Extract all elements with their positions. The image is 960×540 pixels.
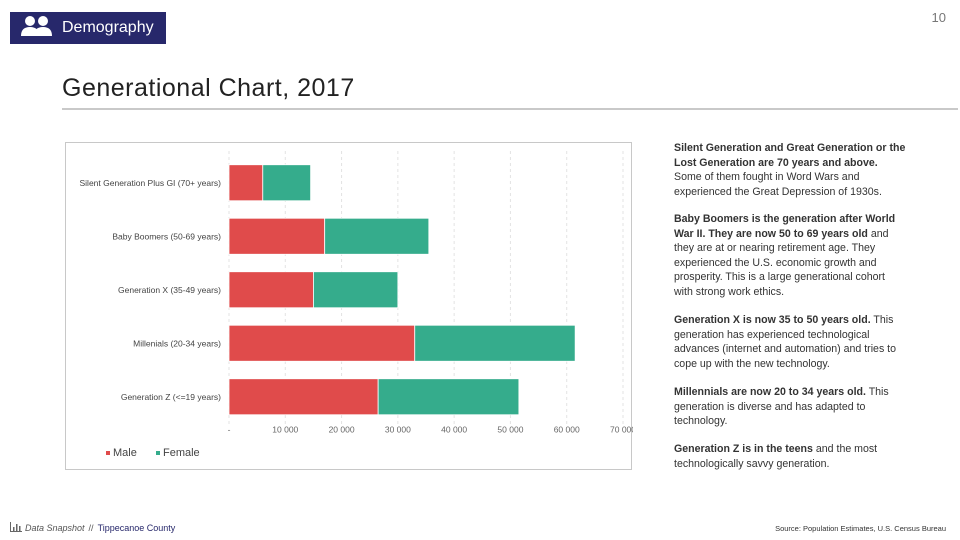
description-text: and the most technologically savvy gener… <box>674 443 878 470</box>
description-text: This generation is diverse and has adapt… <box>674 386 889 427</box>
description-text: and they are at or nearing retirement ag… <box>674 227 889 298</box>
x-tick-label: 30 000 <box>385 425 411 435</box>
bar-male <box>228 271 314 309</box>
category-label: Baby Boomers (50-69 years) <box>112 231 221 241</box>
title-divider <box>62 108 958 110</box>
category-label: Generation Z (<=19 years) <box>121 392 221 402</box>
footer-separator: // <box>88 523 94 533</box>
description-generation-x: Generation X is now 35 to 50 years old. … <box>674 313 906 371</box>
category-label: Millenials (20-34 years) <box>133 338 221 348</box>
description-bold: Millennials are now 20 to 34 years old. <box>674 386 866 398</box>
category-label: Generation X (35-49 years) <box>118 285 221 295</box>
footer-brand-name: Data Snapshot <box>25 523 85 533</box>
x-tick-label: - <box>228 425 231 435</box>
description-text: Some of them fought in Word Wars and exp… <box>674 171 882 198</box>
x-tick-label: 40 000 <box>441 425 467 435</box>
legend-swatch-male <box>106 451 110 455</box>
bar-male <box>228 164 264 202</box>
section-label: Demography <box>62 19 154 36</box>
description-generation-z: Generation Z is in the teens and the mos… <box>674 442 906 471</box>
x-tick-label: 50 000 <box>497 425 523 435</box>
bar-female <box>377 378 520 416</box>
x-tick-label: 60 000 <box>554 425 580 435</box>
legend-swatch-female <box>156 451 160 455</box>
description-text: This generation has experienced technolo… <box>674 314 897 370</box>
bar-female <box>414 324 576 362</box>
bar-male <box>228 324 416 362</box>
category-label: Silent Generation Plus GI (70+ years) <box>80 178 222 188</box>
description-bold: Generation X is now 35 to 50 years old. <box>674 314 871 326</box>
x-tick-label: 70 000 <box>610 425 633 435</box>
people-icon <box>20 15 54 42</box>
legend-label-female: Female <box>163 447 200 459</box>
bar-male <box>228 378 379 416</box>
description-bold: Baby Boomers is the generation after Wor… <box>674 213 896 240</box>
section-badge: Demography <box>10 12 166 44</box>
bar-female <box>262 164 312 202</box>
page-number: 10 <box>931 10 946 25</box>
page-title: Generational Chart, 2017 <box>62 74 355 102</box>
footer-source: Source: Population Estimates, U.S. Censu… <box>775 524 946 533</box>
description-bold: Silent Generation and Great Generation o… <box>674 142 906 169</box>
description-bold: Generation Z is in the teens <box>674 443 813 455</box>
x-tick-label: 20 000 <box>329 425 355 435</box>
description-millennials: Millennials are now 20 to 34 years old. … <box>674 385 906 429</box>
generational-bar-chart: - 10 000 20 000 30 000 40 000 50 000 60 000 70 … <box>80 151 633 459</box>
bar-chart-icon <box>10 522 22 534</box>
footer-county: Tippecanoe County <box>97 523 176 533</box>
legend-label-male: Male <box>113 447 137 459</box>
description-silent-generation: Silent Generation and Great Generation o… <box>674 141 906 199</box>
description-baby-boomers: Baby Boomers is the generation after Wor… <box>674 212 906 299</box>
bar-male <box>228 217 326 255</box>
chart-frame: - 10 000 20 000 30 000 40 000 50 000 60 000 70 … <box>65 142 633 470</box>
bar-female <box>313 271 399 309</box>
x-tick-label: 10 000 <box>272 425 298 435</box>
footer-brand: Data Snapshot // Tippecanoe County <box>10 522 175 534</box>
bar-female <box>324 217 430 255</box>
